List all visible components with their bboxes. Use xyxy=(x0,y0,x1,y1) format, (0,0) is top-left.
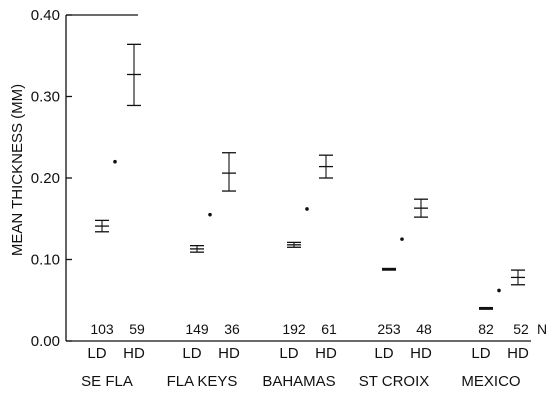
sub-label: LD xyxy=(471,345,490,362)
sub-label: HD xyxy=(123,345,145,362)
n-value: 103 xyxy=(90,321,114,337)
sub-label: LD xyxy=(182,345,201,362)
y-tick-label: 0.00 xyxy=(31,333,60,350)
sub-label: LD xyxy=(374,345,393,362)
labels: 0.00 0.10 0.20 0.30 0.40 MEAN THICKNESS (MM) S… xyxy=(9,7,547,390)
n-axis-label: N xyxy=(537,321,547,337)
y-tick-label: 0.20 xyxy=(31,170,60,187)
sub-label: HD xyxy=(507,345,529,362)
sub-label: LD xyxy=(87,345,106,362)
n-value: 253 xyxy=(377,321,401,337)
n-value: 48 xyxy=(416,321,432,337)
data-point xyxy=(497,288,501,293)
y-tick-label: 0.30 xyxy=(31,89,60,106)
group-label: FLA KEYS xyxy=(167,373,238,390)
group-label: SE FLA xyxy=(81,373,133,390)
y-tick-label: 0.10 xyxy=(31,252,60,269)
n-value: 36 xyxy=(224,321,240,337)
n-value: 192 xyxy=(282,321,306,337)
n-value: 61 xyxy=(321,321,337,337)
n-value: 149 xyxy=(185,321,209,337)
group-label: BAHAMAS xyxy=(262,373,335,390)
marks xyxy=(95,43,525,310)
sub-label: HD xyxy=(315,345,337,362)
sub-label: HD xyxy=(218,345,240,362)
axes xyxy=(65,14,531,342)
data-point xyxy=(113,159,117,164)
y-axis-title: MEAN THICKNESS (MM) xyxy=(9,84,26,256)
data-point xyxy=(400,237,404,241)
n-value: 52 xyxy=(513,321,529,337)
group-label: MEXICO xyxy=(461,373,520,390)
n-value: 82 xyxy=(478,321,494,337)
data-point xyxy=(208,212,212,217)
data-point xyxy=(305,207,309,211)
group-label: ST CROIX xyxy=(359,373,430,390)
sub-label: HD xyxy=(410,345,432,362)
n-value: 59 xyxy=(129,321,145,337)
sub-label: LD xyxy=(279,345,298,362)
y-tick-label: 0.40 xyxy=(31,7,60,24)
